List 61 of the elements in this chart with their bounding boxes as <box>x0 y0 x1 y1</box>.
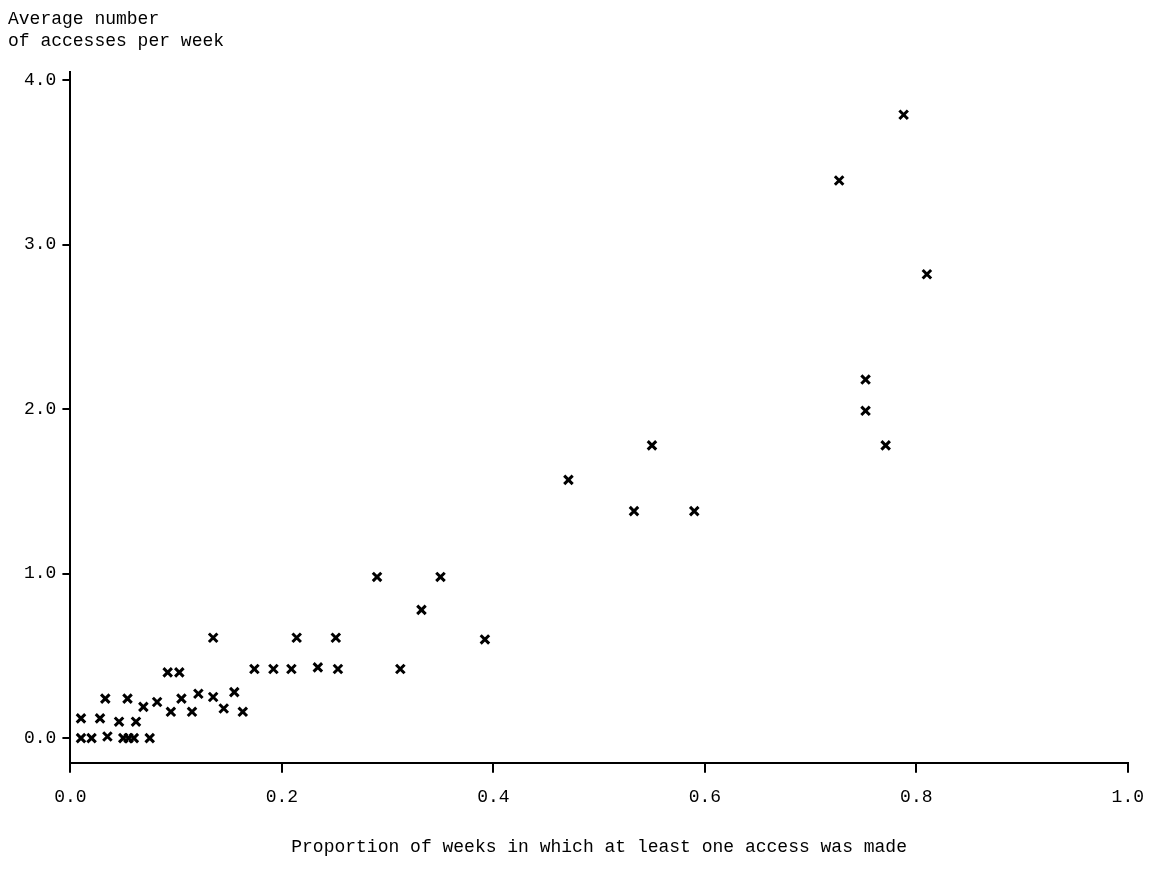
y-tick-label: 4.0 <box>24 69 57 90</box>
point <box>137 701 150 713</box>
point <box>628 505 640 517</box>
point <box>101 730 114 743</box>
point <box>859 405 872 417</box>
point <box>161 666 174 679</box>
point <box>113 715 125 728</box>
point <box>175 692 188 705</box>
point <box>75 712 87 725</box>
point <box>173 666 186 679</box>
point <box>290 632 303 644</box>
x-tick-label: 0.4 <box>477 787 510 808</box>
y-tick-label: 2.0 <box>24 398 57 419</box>
x-axis-title: Proportion of weeks in which at least one access was made <box>291 836 907 857</box>
point <box>186 706 198 718</box>
point <box>165 706 177 718</box>
point <box>921 268 933 281</box>
point <box>833 174 845 187</box>
point <box>122 732 135 744</box>
point <box>192 687 205 700</box>
point <box>267 663 280 675</box>
x-tick-label: 0.2 <box>265 787 299 808</box>
point <box>228 686 241 698</box>
point <box>121 692 134 705</box>
point <box>130 715 142 728</box>
point <box>434 571 447 583</box>
point <box>371 571 383 583</box>
point <box>646 439 658 452</box>
point <box>312 661 324 674</box>
point <box>94 712 106 725</box>
y-tick-label: 0.0 <box>24 727 57 748</box>
point <box>394 663 407 675</box>
point <box>117 732 130 744</box>
x-tick-label: 0.0 <box>54 787 87 808</box>
point <box>75 732 87 744</box>
x-tick-label: 0.8 <box>900 787 933 808</box>
point <box>85 732 98 744</box>
point <box>330 632 342 644</box>
point <box>688 505 701 517</box>
point <box>479 633 491 646</box>
point <box>415 604 428 616</box>
y-axis-title: Average number of accesses per week <box>8 8 226 52</box>
point <box>128 732 140 744</box>
point <box>332 663 344 675</box>
point <box>217 702 230 715</box>
point <box>207 632 219 644</box>
point <box>237 706 249 718</box>
point <box>562 474 575 486</box>
point <box>897 109 910 121</box>
point <box>859 373 872 386</box>
point <box>285 663 298 675</box>
x-tick-label: 1.0 <box>1111 787 1144 808</box>
x-tick-label: 0.6 <box>688 787 722 808</box>
point <box>143 732 156 744</box>
point <box>151 696 163 708</box>
point <box>207 691 219 703</box>
y-tick-label: 3.0 <box>24 234 57 255</box>
y-tick-label: 1.0 <box>24 563 57 584</box>
point <box>99 692 112 705</box>
point <box>248 663 261 675</box>
point <box>879 439 892 452</box>
